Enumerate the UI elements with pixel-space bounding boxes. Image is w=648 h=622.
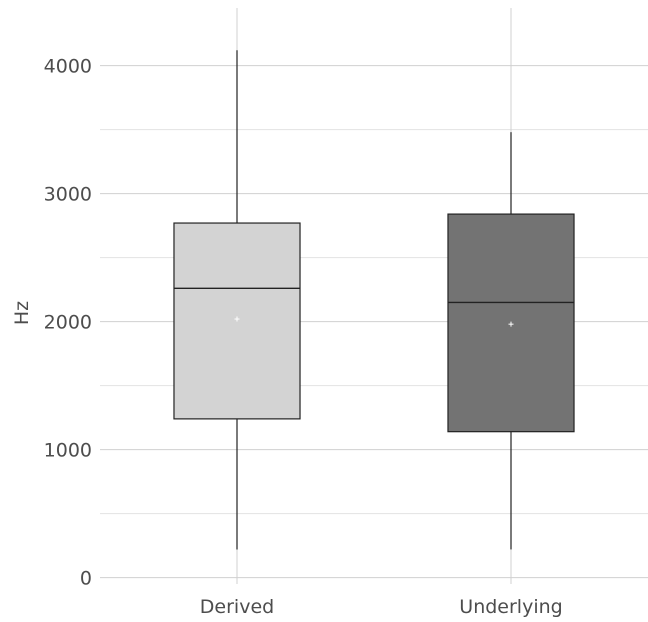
box-group <box>447 132 575 550</box>
box-layer <box>173 50 575 550</box>
y-tick-label: 0 <box>80 568 92 590</box>
tick-layer: 0 1000 2000 3000 4000 Derived Underlying <box>44 56 563 618</box>
y-tick-label: 3000 <box>44 184 92 206</box>
x-tick-label: Underlying <box>459 596 562 618</box>
y-axis-title: Hz <box>11 301 33 325</box>
y-tick-label: 2000 <box>44 312 92 334</box>
y-tick-label: 1000 <box>44 440 92 462</box>
box-group <box>173 50 301 550</box>
x-tick-label: Derived <box>200 596 274 618</box>
y-tick-label: 4000 <box>44 56 92 78</box>
mean-marker <box>508 321 514 327</box>
mean-marker <box>234 316 240 322</box>
